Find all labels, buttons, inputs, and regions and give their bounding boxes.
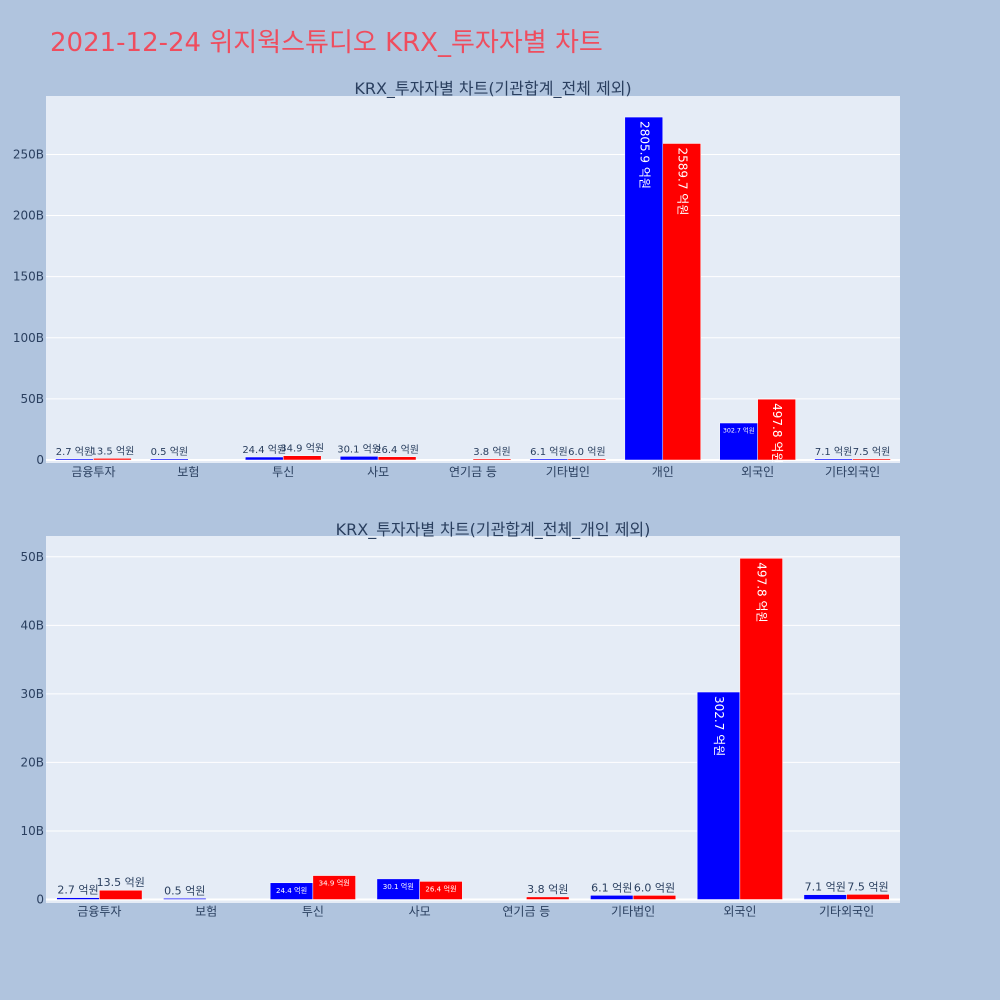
data-label: 497.8 억원	[755, 562, 769, 622]
data-label: 7.1 억원	[805, 881, 846, 894]
y-tick-label: 50B	[20, 392, 44, 406]
y-tick-label: 0	[36, 453, 44, 467]
y-tick-label: 20B	[20, 755, 44, 769]
data-label: 13.5 억원	[97, 876, 145, 889]
bar	[846, 894, 890, 900]
y-tick-label: 30B	[20, 687, 44, 701]
data-label: 2.7 억원	[56, 446, 93, 458]
data-label: 34.9 억원	[280, 443, 324, 455]
bar	[852, 458, 891, 461]
x-tick-label: 사모	[367, 465, 389, 479]
bar	[719, 422, 758, 461]
x-tick-label: 금융투자	[71, 465, 115, 479]
data-label: 30.1 억원	[383, 882, 414, 891]
data-label: 497.8 억원	[770, 403, 784, 463]
data-label: 34.9 억원	[319, 879, 350, 888]
bar	[150, 458, 189, 461]
data-label: 3.8 억원	[527, 883, 568, 896]
x-tick-label: 기타외국인	[825, 465, 880, 479]
data-label: 24.4 억원	[276, 886, 307, 895]
y-tick-label: 0	[36, 893, 44, 907]
data-label: 24.4 억원	[242, 444, 286, 456]
data-label: 7.5 억원	[853, 446, 890, 458]
page-title: 2021-12-24 위지웍스튜디오 KRX_투자자별 차트	[50, 28, 603, 58]
bar	[590, 895, 634, 900]
bar	[163, 898, 207, 900]
data-label: 6.0 억원	[634, 881, 675, 894]
bar	[632, 895, 677, 900]
data-label: 302.7 억원	[712, 696, 726, 756]
x-tick-label: 투신	[302, 905, 324, 919]
bar	[624, 116, 664, 461]
bar	[696, 691, 741, 900]
y-tick-label: 40B	[20, 618, 44, 632]
data-label: 2805.9 억원	[637, 121, 651, 189]
x-tick-label: 보험	[177, 465, 199, 479]
bar	[757, 398, 796, 461]
y-tick-label: 200B	[13, 209, 44, 223]
investor-chart-excl-individual: KRX_투자자별 차트(기관합계_전체_개인 제외) 0 10B 20B 30B 40B 5…	[20, 520, 900, 919]
data-label: 0.5 억원	[164, 884, 205, 897]
chart-title: KRX_투자자별 차트(기관합계_전체 제외)	[354, 79, 631, 99]
y-tick-label: 50B	[20, 550, 44, 564]
data-label: 13.5 억원	[90, 445, 134, 457]
x-tick-label: 사모	[409, 905, 431, 919]
bar	[56, 897, 100, 900]
y-tick-label: 250B	[13, 147, 44, 161]
bar	[419, 881, 463, 900]
data-label: 26.4 억원	[375, 444, 419, 456]
y-tick-label: 150B	[13, 270, 44, 284]
data-label: 7.5 억원	[847, 880, 888, 893]
bar	[377, 456, 417, 461]
data-label: 7.1 억원	[815, 446, 852, 458]
x-tick-label: 개인	[652, 465, 674, 479]
bar	[567, 458, 607, 461]
x-tick-label: 기타법인	[546, 465, 590, 479]
x-tick-label: 연기금 등	[502, 905, 550, 919]
bar	[662, 143, 701, 461]
x-tick-label: 연기금 등	[449, 465, 497, 479]
y-tick-label: 10B	[20, 824, 44, 838]
investor-chart-all: KRX_투자자별 차트(기관합계_전체 제외) 0 50B 100B 150B 200B 2…	[13, 79, 900, 479]
data-label: 302.7 억원	[723, 425, 755, 434]
data-label: 2589.7 억원	[675, 147, 689, 215]
bar	[526, 896, 570, 900]
data-label: 2.7 억원	[57, 884, 98, 897]
x-tick-label: 기타외국인	[819, 905, 874, 919]
bar	[282, 455, 322, 461]
bar	[739, 558, 783, 900]
data-label: 30.1 억원	[337, 443, 381, 455]
bar	[803, 894, 847, 900]
data-label: 26.4 억원	[425, 885, 456, 894]
chart-title: KRX_투자자별 차트(기관합계_전체_개인 제외)	[336, 520, 651, 540]
y-tick-label: 100B	[13, 331, 44, 345]
x-tick-label: 외국인	[723, 905, 756, 919]
data-label: 6.1 억원	[591, 881, 632, 894]
x-tick-label: 기타법인	[611, 905, 655, 919]
data-label: 3.8 억원	[473, 446, 510, 458]
bar	[93, 458, 132, 461]
x-tick-label: 금융투자	[77, 905, 121, 919]
bar	[472, 458, 512, 461]
x-tick-label: 보험	[195, 905, 217, 919]
data-label: 6.0 억원	[568, 446, 605, 458]
data-label: 0.5 억원	[151, 446, 188, 458]
bar	[312, 875, 356, 900]
x-tick-label: 투신	[272, 465, 294, 479]
bar	[99, 889, 143, 900]
data-label: 6.1 억원	[530, 446, 567, 458]
x-tick-label: 외국인	[741, 465, 774, 479]
